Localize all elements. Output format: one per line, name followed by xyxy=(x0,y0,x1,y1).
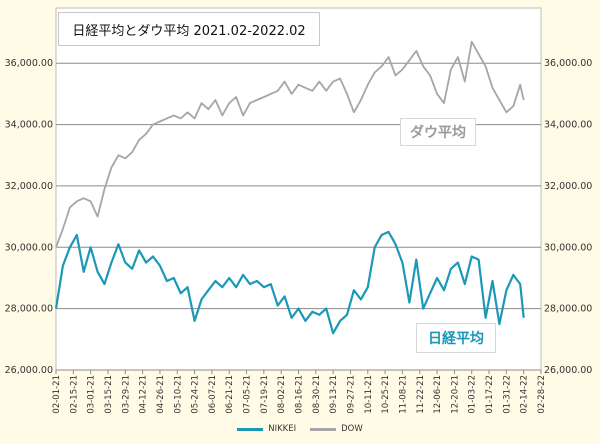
y-tick-label-right: 30,000.00 xyxy=(544,242,592,253)
x-tick-label: 09-13-21 xyxy=(329,375,339,414)
y-axis-right: 26,000.00 28,000.00 30,000.00 32,000.00 34,0… xyxy=(544,58,592,376)
y-tick-label-left: 34,000.00 xyxy=(5,120,53,131)
x-tick-label: 04-12-21 xyxy=(139,375,149,414)
legend-item-nikkei: NIKKEI xyxy=(237,424,296,434)
x-tick-label: 01-17-22 xyxy=(485,375,495,414)
x-tick-label: 09-27-21 xyxy=(346,375,356,414)
x-tick-label: 10-25-21 xyxy=(381,375,391,414)
y-tick-label-left: 32,000.00 xyxy=(5,181,53,192)
chart-title: 日経平均とダウ平均 2021.02-2022.02 xyxy=(58,12,320,46)
x-tick-label: 02-14-22 xyxy=(520,375,530,414)
dow-annotation: ダウ平均 xyxy=(400,118,476,146)
x-tick-label: 10-11-21 xyxy=(364,375,374,414)
series-lines xyxy=(54,40,525,335)
x-tick-label: 02-15-21 xyxy=(69,375,79,414)
x-tick-label: 05-10-21 xyxy=(173,375,183,414)
legend-swatch-nikkei xyxy=(237,427,264,431)
nikkei-annotation: 日経平均 xyxy=(416,323,496,353)
x-tick-label: 01-31-22 xyxy=(502,375,512,414)
y-tick-label-right: 26,000.00 xyxy=(544,365,592,376)
x-tick-label: 11-22-21 xyxy=(416,375,426,414)
y-tick-label-left: 26,000.00 xyxy=(5,365,53,376)
x-tick-label: 03-29-21 xyxy=(121,375,131,414)
y-tick-label-right: 34,000.00 xyxy=(544,120,592,131)
x-axis: 02-01-21 02-15-21 03-01-21 03-15-21 03-29-21… xyxy=(52,370,547,414)
series-line-nikkei xyxy=(54,230,525,335)
y-tick-label-right: 36,000.00 xyxy=(544,58,592,69)
x-tick-label: 02-01-21 xyxy=(52,375,62,414)
x-tick-label: 02-28-22 xyxy=(537,375,547,414)
y-tick-label-left: 36,000.00 xyxy=(5,58,53,69)
legend-swatch-dow xyxy=(310,427,337,431)
y-tick-label-left: 30,000.00 xyxy=(5,242,53,253)
y-tick-label-left: 28,000.00 xyxy=(5,304,53,315)
x-tick-label: 12-20-21 xyxy=(450,375,460,414)
x-tick-label: 04-26-21 xyxy=(156,375,166,414)
y-tick-label-right: 32,000.00 xyxy=(544,181,592,192)
x-tick-label: 03-01-21 xyxy=(87,375,97,414)
x-tick-label: 06-21-21 xyxy=(225,375,235,414)
x-tick-label: 07-05-21 xyxy=(243,375,253,414)
x-tick-label: 08-30-21 xyxy=(312,375,322,414)
legend-item-dow: DOW xyxy=(310,424,363,434)
series-line-dow xyxy=(55,40,525,248)
y-tick-label-right: 28,000.00 xyxy=(544,304,592,315)
x-tick-label: 05-24-21 xyxy=(191,375,201,414)
x-tick-label: 08-16-21 xyxy=(295,375,305,414)
legend-label-dow: DOW xyxy=(341,424,363,434)
x-tick-label: 11-08-21 xyxy=(398,375,408,414)
x-tick-label: 07-19-21 xyxy=(260,375,270,414)
x-tick-label: 03-15-21 xyxy=(104,375,114,414)
legend: NIKKEI DOW xyxy=(0,424,600,434)
x-tick-label: 06-07-21 xyxy=(208,375,218,414)
y-axis-left: 26,000.00 28,000.00 30,000.00 32,000.00 34,0… xyxy=(5,58,53,376)
x-tick-label: 12-06-21 xyxy=(433,375,443,414)
legend-label-nikkei: NIKKEI xyxy=(268,424,297,434)
x-tick-label: 08-02-21 xyxy=(277,375,287,414)
x-tick-label: 01-03-22 xyxy=(468,375,478,414)
